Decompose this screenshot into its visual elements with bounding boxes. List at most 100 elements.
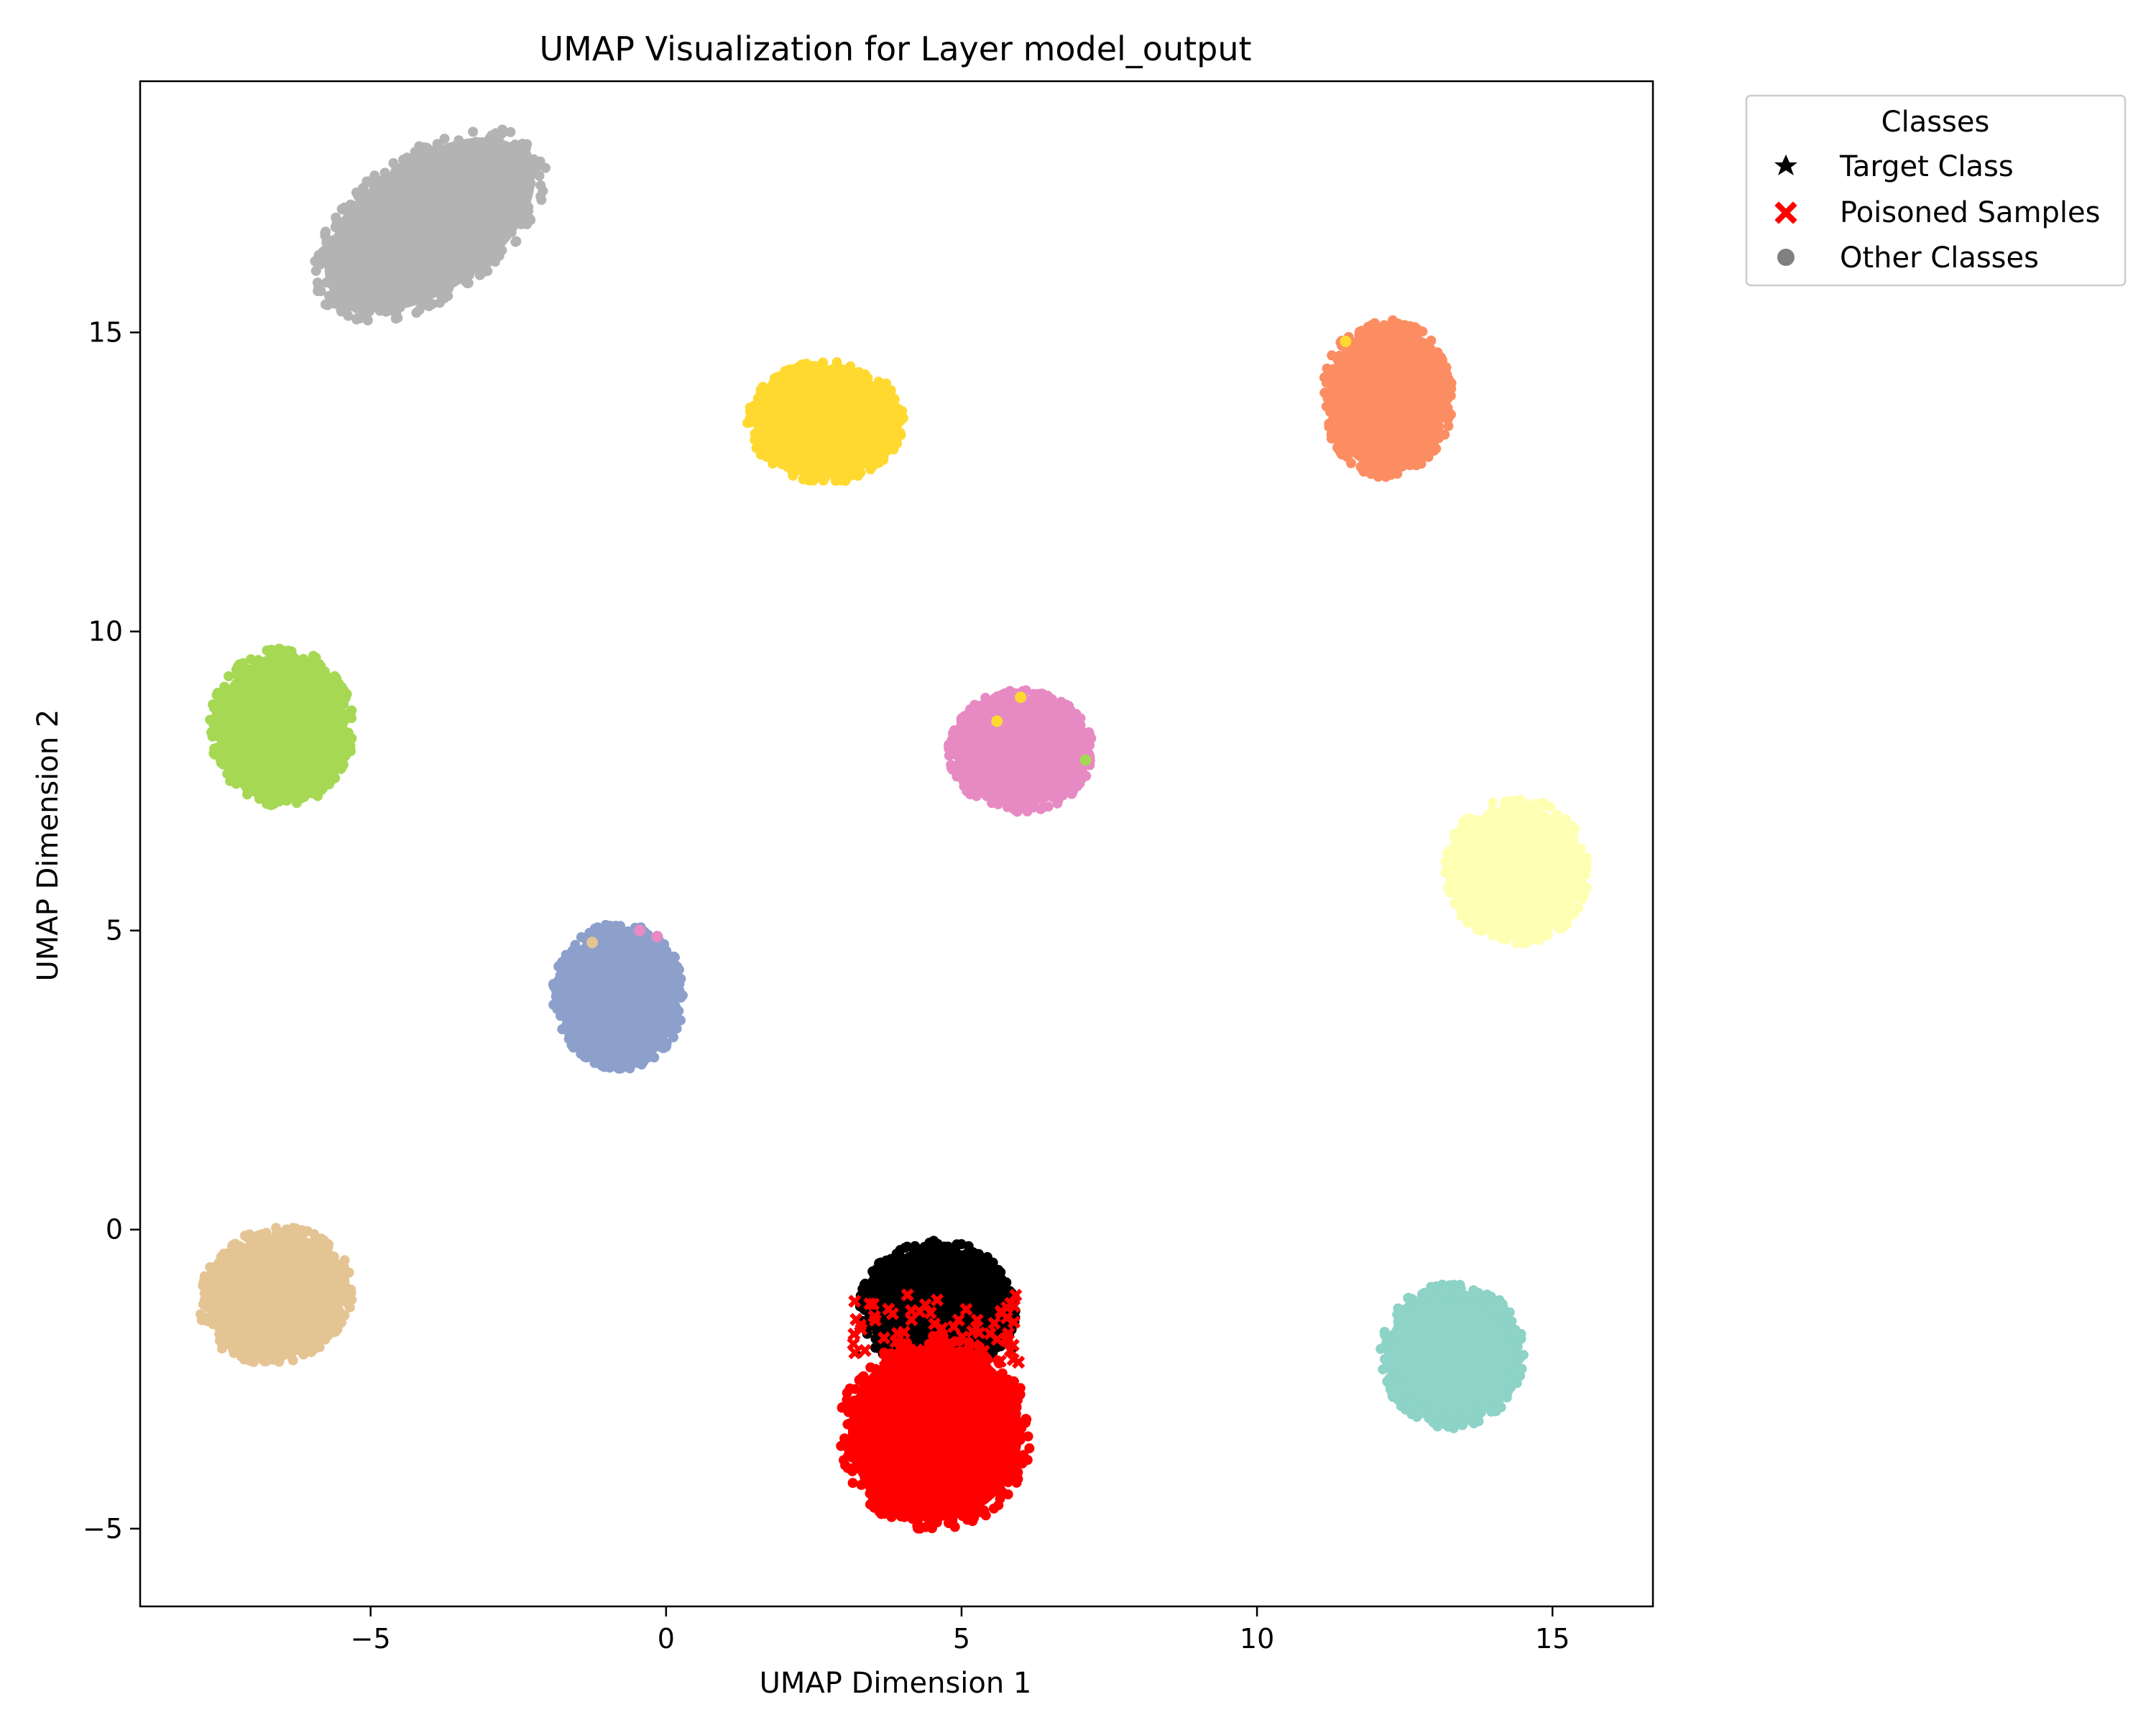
scatter-point xyxy=(929,1236,939,1246)
scatter-point xyxy=(216,750,226,760)
scatter-point xyxy=(1003,1489,1013,1500)
scatter-point xyxy=(1434,387,1445,397)
poisoned-point xyxy=(1007,1315,1021,1329)
scatter-point xyxy=(663,950,674,961)
scatter-point xyxy=(985,1270,995,1281)
scatter-point xyxy=(1062,786,1073,797)
scatter-point xyxy=(1456,911,1467,921)
outlier-point xyxy=(651,930,663,942)
star-marker-icon xyxy=(1774,155,1797,175)
scatter-point xyxy=(318,676,329,686)
poisoned-point xyxy=(930,1293,944,1307)
scatter-point xyxy=(1488,797,1498,808)
scatter-point xyxy=(1512,1349,1523,1360)
scatter-point xyxy=(348,211,359,222)
scatter-point xyxy=(403,156,414,167)
scatter-point xyxy=(1494,1389,1505,1400)
scatter-point xyxy=(463,277,474,288)
scatter-point xyxy=(831,357,842,368)
scatter-point xyxy=(961,781,972,792)
scatter-point xyxy=(214,732,225,742)
scatter-point xyxy=(210,1279,221,1290)
scatter-point xyxy=(753,397,764,408)
scatter-point xyxy=(985,702,996,713)
scatter-point xyxy=(1520,798,1531,809)
scatter-point xyxy=(314,785,325,796)
scatter-point xyxy=(292,790,303,801)
target-point xyxy=(885,1282,893,1290)
scatter-point xyxy=(1391,1330,1402,1341)
scatter-point xyxy=(336,722,347,733)
scatter-point xyxy=(948,1249,959,1260)
legend-label-other-classes: Other Classes xyxy=(1840,242,2039,275)
target-point xyxy=(952,1266,959,1274)
scatter-point xyxy=(865,1362,876,1373)
scatter-point xyxy=(1350,339,1361,350)
scatter-point xyxy=(1332,442,1342,453)
scatter-point xyxy=(1519,938,1530,949)
scatter-point xyxy=(1326,433,1337,444)
scatter-point xyxy=(849,1384,860,1394)
scatter-point xyxy=(298,1347,309,1358)
scatter-point xyxy=(1429,1291,1439,1302)
scatter-point xyxy=(332,269,343,280)
scatter-point xyxy=(568,1028,579,1039)
scatter-point xyxy=(522,218,533,229)
scatter-point xyxy=(941,1248,952,1259)
scatter-point xyxy=(1424,353,1434,364)
target-point xyxy=(957,1294,964,1302)
scatter-point xyxy=(1379,1330,1390,1340)
scatter-point xyxy=(1442,414,1453,425)
cluster-core xyxy=(558,930,679,1063)
scatter-point xyxy=(895,428,906,438)
scatter-point xyxy=(205,1262,216,1273)
scatter-point xyxy=(1023,1431,1033,1442)
scatter-point xyxy=(328,770,338,781)
scatter-point xyxy=(913,1523,923,1534)
y-tick-label: 0 xyxy=(106,1214,123,1246)
poisoned-point xyxy=(910,1343,924,1357)
x-tick-label: −5 xyxy=(351,1623,391,1655)
scatter-point xyxy=(800,465,811,476)
scatter-point xyxy=(206,1295,216,1306)
scatter-point xyxy=(946,735,957,745)
scatter-point xyxy=(1455,1287,1466,1298)
scatter-point xyxy=(218,759,229,770)
scatter-point xyxy=(1328,364,1339,374)
target-point xyxy=(957,1271,964,1279)
poisoned-point xyxy=(952,1313,965,1327)
cluster-other-classes-5 xyxy=(1440,794,1593,949)
scatter-point xyxy=(320,1334,331,1345)
scatter-point xyxy=(902,1241,913,1252)
scatter-point xyxy=(494,250,505,261)
scatter-point xyxy=(443,145,453,156)
scatter-point xyxy=(310,1233,321,1243)
scatter-point xyxy=(777,459,788,469)
y-tick-label: −5 xyxy=(83,1513,123,1545)
scatter-point xyxy=(1475,915,1486,926)
scatter-point xyxy=(958,1503,969,1514)
outlier-point xyxy=(991,715,1003,727)
cluster-other-classes-0 xyxy=(310,124,550,326)
scatter-point xyxy=(964,1245,975,1256)
scatter-point xyxy=(885,1263,895,1274)
scatter-point xyxy=(377,181,387,192)
scatter-point xyxy=(1448,873,1459,883)
scatter-point xyxy=(393,302,404,313)
scatter-point xyxy=(1003,1384,1013,1394)
scatter-point xyxy=(1383,469,1393,480)
scatter-point xyxy=(910,1241,921,1251)
scatter-point xyxy=(873,1282,884,1292)
scatter-point xyxy=(1010,1398,1021,1409)
scatter-point xyxy=(368,180,379,191)
scatter-point xyxy=(988,1503,999,1514)
scatter-point xyxy=(436,289,446,300)
scatter-point xyxy=(1570,867,1581,878)
poisoned-point xyxy=(895,1343,908,1356)
scatter-point xyxy=(563,969,574,980)
scatter-point xyxy=(1437,372,1447,383)
scatter-point xyxy=(1569,892,1580,903)
scatter-point xyxy=(637,937,648,948)
poisoned-point xyxy=(1001,1327,1015,1340)
scatter-point xyxy=(829,465,840,476)
